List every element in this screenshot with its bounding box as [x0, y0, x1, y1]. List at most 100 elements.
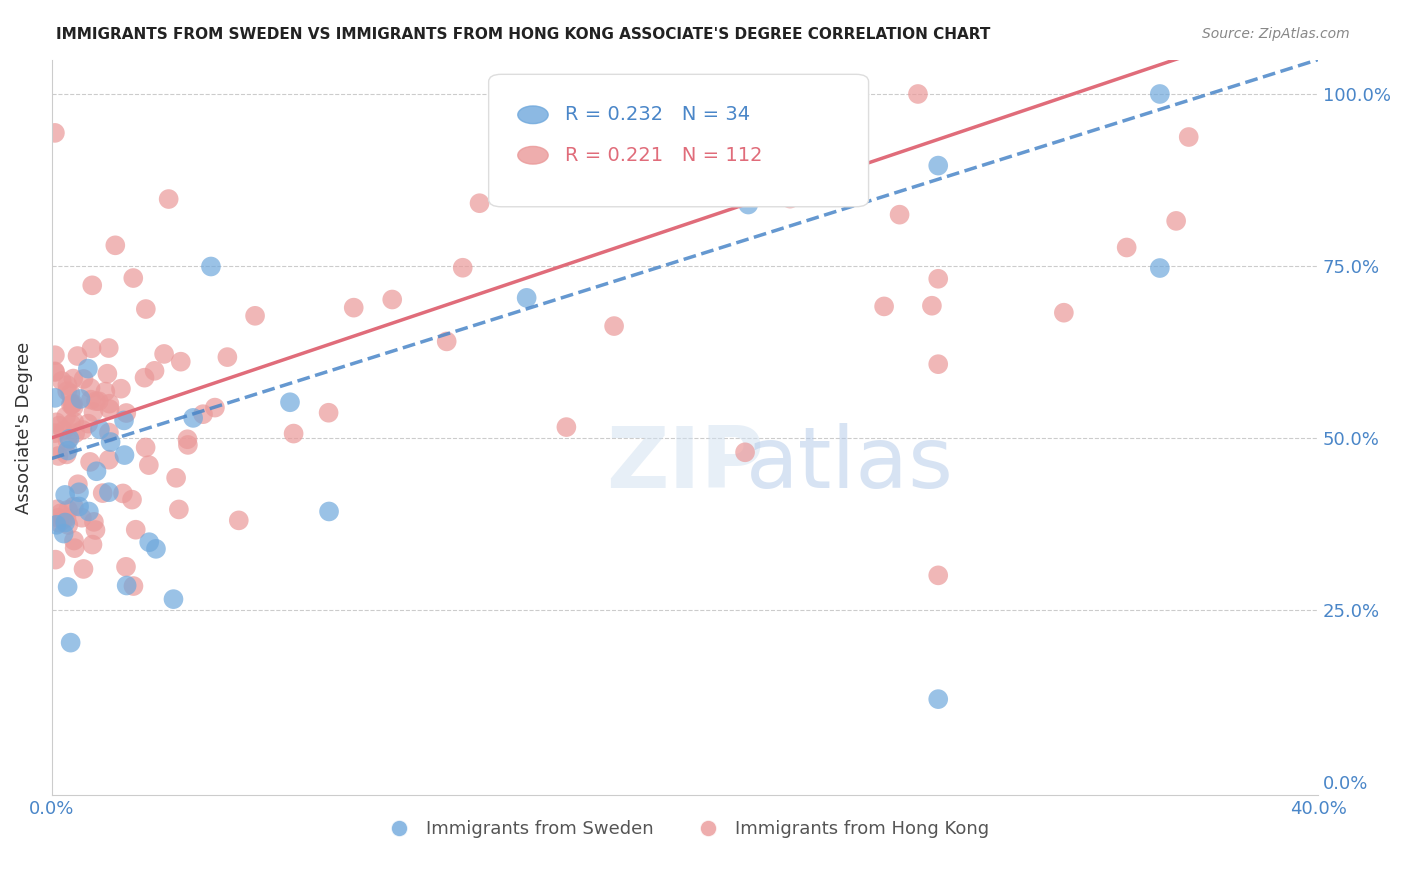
Immigrants from Hong Kong — [111, 486, 134, 500]
Immigrants from Hong Kong — [65, 426, 87, 441]
Immigrants from Hong Kong — [49, 506, 72, 520]
Y-axis label: Associate's Degree: Associate's Degree — [15, 342, 32, 514]
Immigrants from Hong Kong — [62, 500, 84, 514]
Immigrants from Hong Kong — [121, 492, 143, 507]
Immigrants from Hong Kong — [46, 502, 69, 516]
Circle shape — [517, 146, 548, 164]
Immigrants from Hong Kong — [51, 374, 73, 388]
Immigrants from Sweden — [100, 435, 122, 450]
Immigrants from Hong Kong — [44, 552, 66, 566]
Immigrants from Hong Kong — [125, 523, 148, 537]
Immigrants from Hong Kong — [927, 272, 949, 286]
Immigrants from Sweden — [67, 485, 90, 500]
Immigrants from Sweden — [115, 578, 138, 592]
Immigrants from Hong Kong — [44, 365, 66, 379]
Immigrants from Sweden — [44, 391, 66, 405]
Immigrants from Hong Kong — [48, 418, 70, 433]
Immigrants from Hong Kong — [468, 196, 491, 211]
Immigrants from Sweden — [516, 291, 538, 305]
Immigrants from Sweden — [77, 504, 100, 518]
Immigrants from Hong Kong — [134, 370, 156, 384]
Immigrants from Hong Kong — [603, 319, 626, 334]
Immigrants from Hong Kong — [46, 510, 69, 524]
Immigrants from Sweden — [145, 541, 167, 556]
Immigrants from Hong Kong — [165, 471, 187, 485]
Immigrants from Hong Kong — [52, 424, 75, 438]
Immigrants from Hong Kong — [1115, 240, 1137, 254]
Immigrants from Sweden — [162, 592, 184, 607]
Immigrants from Sweden — [927, 692, 949, 706]
Immigrants from Hong Kong — [62, 396, 84, 410]
Immigrants from Sweden — [69, 392, 91, 406]
Immigrants from Sweden — [52, 526, 75, 541]
Text: Source: ZipAtlas.com: Source: ZipAtlas.com — [1202, 27, 1350, 41]
Immigrants from Hong Kong — [63, 533, 86, 548]
Immigrants from Hong Kong — [62, 371, 84, 385]
Immigrants from Hong Kong — [436, 334, 458, 349]
FancyBboxPatch shape — [489, 74, 869, 207]
Immigrants from Hong Kong — [48, 449, 70, 463]
Immigrants from Hong Kong — [97, 452, 120, 467]
Immigrants from Sweden — [278, 395, 301, 409]
Immigrants from Hong Kong — [96, 367, 118, 381]
Immigrants from Hong Kong — [56, 503, 79, 517]
Immigrants from Hong Kong — [44, 364, 66, 378]
Immigrants from Sweden — [1149, 87, 1171, 101]
Immigrants from Hong Kong — [84, 394, 107, 409]
Immigrants from Hong Kong — [889, 208, 911, 222]
Immigrants from Hong Kong — [52, 512, 75, 526]
Immigrants from Hong Kong — [66, 349, 89, 363]
Immigrants from Hong Kong — [55, 447, 77, 461]
Immigrants from Sweden — [67, 500, 90, 514]
Immigrants from Sweden — [138, 535, 160, 549]
Immigrants from Sweden — [89, 422, 111, 436]
Immigrants from Hong Kong — [153, 347, 176, 361]
Immigrants from Hong Kong — [55, 511, 77, 525]
Immigrants from Hong Kong — [82, 278, 104, 293]
Immigrants from Hong Kong — [228, 513, 250, 527]
Immigrants from Hong Kong — [44, 426, 66, 441]
Immigrants from Sweden — [737, 197, 759, 211]
Immigrants from Sweden — [112, 413, 135, 427]
Immigrants from Hong Kong — [97, 425, 120, 440]
Immigrants from Hong Kong — [243, 309, 266, 323]
Immigrants from Hong Kong — [873, 300, 896, 314]
Immigrants from Hong Kong — [555, 420, 578, 434]
Immigrants from Sweden — [59, 635, 82, 649]
Immigrants from Hong Kong — [84, 523, 107, 537]
Immigrants from Sweden — [53, 488, 76, 502]
Immigrants from Hong Kong — [60, 397, 83, 411]
Immigrants from Hong Kong — [318, 406, 340, 420]
Immigrants from Sweden — [86, 464, 108, 478]
Immigrants from Hong Kong — [381, 293, 404, 307]
Immigrants from Hong Kong — [82, 405, 104, 419]
Immigrants from Hong Kong — [921, 299, 943, 313]
Immigrants from Hong Kong — [56, 434, 79, 448]
Legend: Immigrants from Sweden, Immigrants from Hong Kong: Immigrants from Sweden, Immigrants from … — [374, 813, 997, 846]
Immigrants from Hong Kong — [1177, 130, 1199, 145]
Immigrants from Hong Kong — [927, 568, 949, 582]
Immigrants from Sweden — [114, 448, 136, 462]
Immigrants from Hong Kong — [451, 260, 474, 275]
Immigrants from Hong Kong — [98, 397, 121, 411]
Immigrants from Hong Kong — [77, 417, 100, 431]
Immigrants from Hong Kong — [907, 87, 929, 101]
Immigrants from Sweden — [76, 361, 98, 376]
Immigrants from Hong Kong — [62, 401, 84, 415]
Immigrants from Hong Kong — [204, 401, 226, 415]
Immigrants from Hong Kong — [157, 192, 180, 206]
Immigrants from Hong Kong — [44, 348, 66, 362]
Immigrants from Sweden — [53, 516, 76, 530]
Immigrants from Hong Kong — [72, 562, 94, 576]
Immigrants from Hong Kong — [927, 357, 949, 371]
Immigrants from Hong Kong — [55, 409, 77, 424]
Immigrants from Hong Kong — [63, 415, 86, 429]
Text: IMMIGRANTS FROM SWEDEN VS IMMIGRANTS FROM HONG KONG ASSOCIATE'S DEGREE CORRELATI: IMMIGRANTS FROM SWEDEN VS IMMIGRANTS FRO… — [56, 27, 991, 42]
Text: R = 0.232   N = 34: R = 0.232 N = 34 — [565, 105, 749, 124]
Immigrants from Hong Kong — [343, 301, 366, 315]
Immigrants from Hong Kong — [58, 518, 80, 533]
Immigrants from Hong Kong — [72, 372, 94, 386]
Immigrants from Hong Kong — [82, 538, 104, 552]
Immigrants from Hong Kong — [44, 126, 66, 140]
Immigrants from Hong Kong — [779, 192, 801, 206]
